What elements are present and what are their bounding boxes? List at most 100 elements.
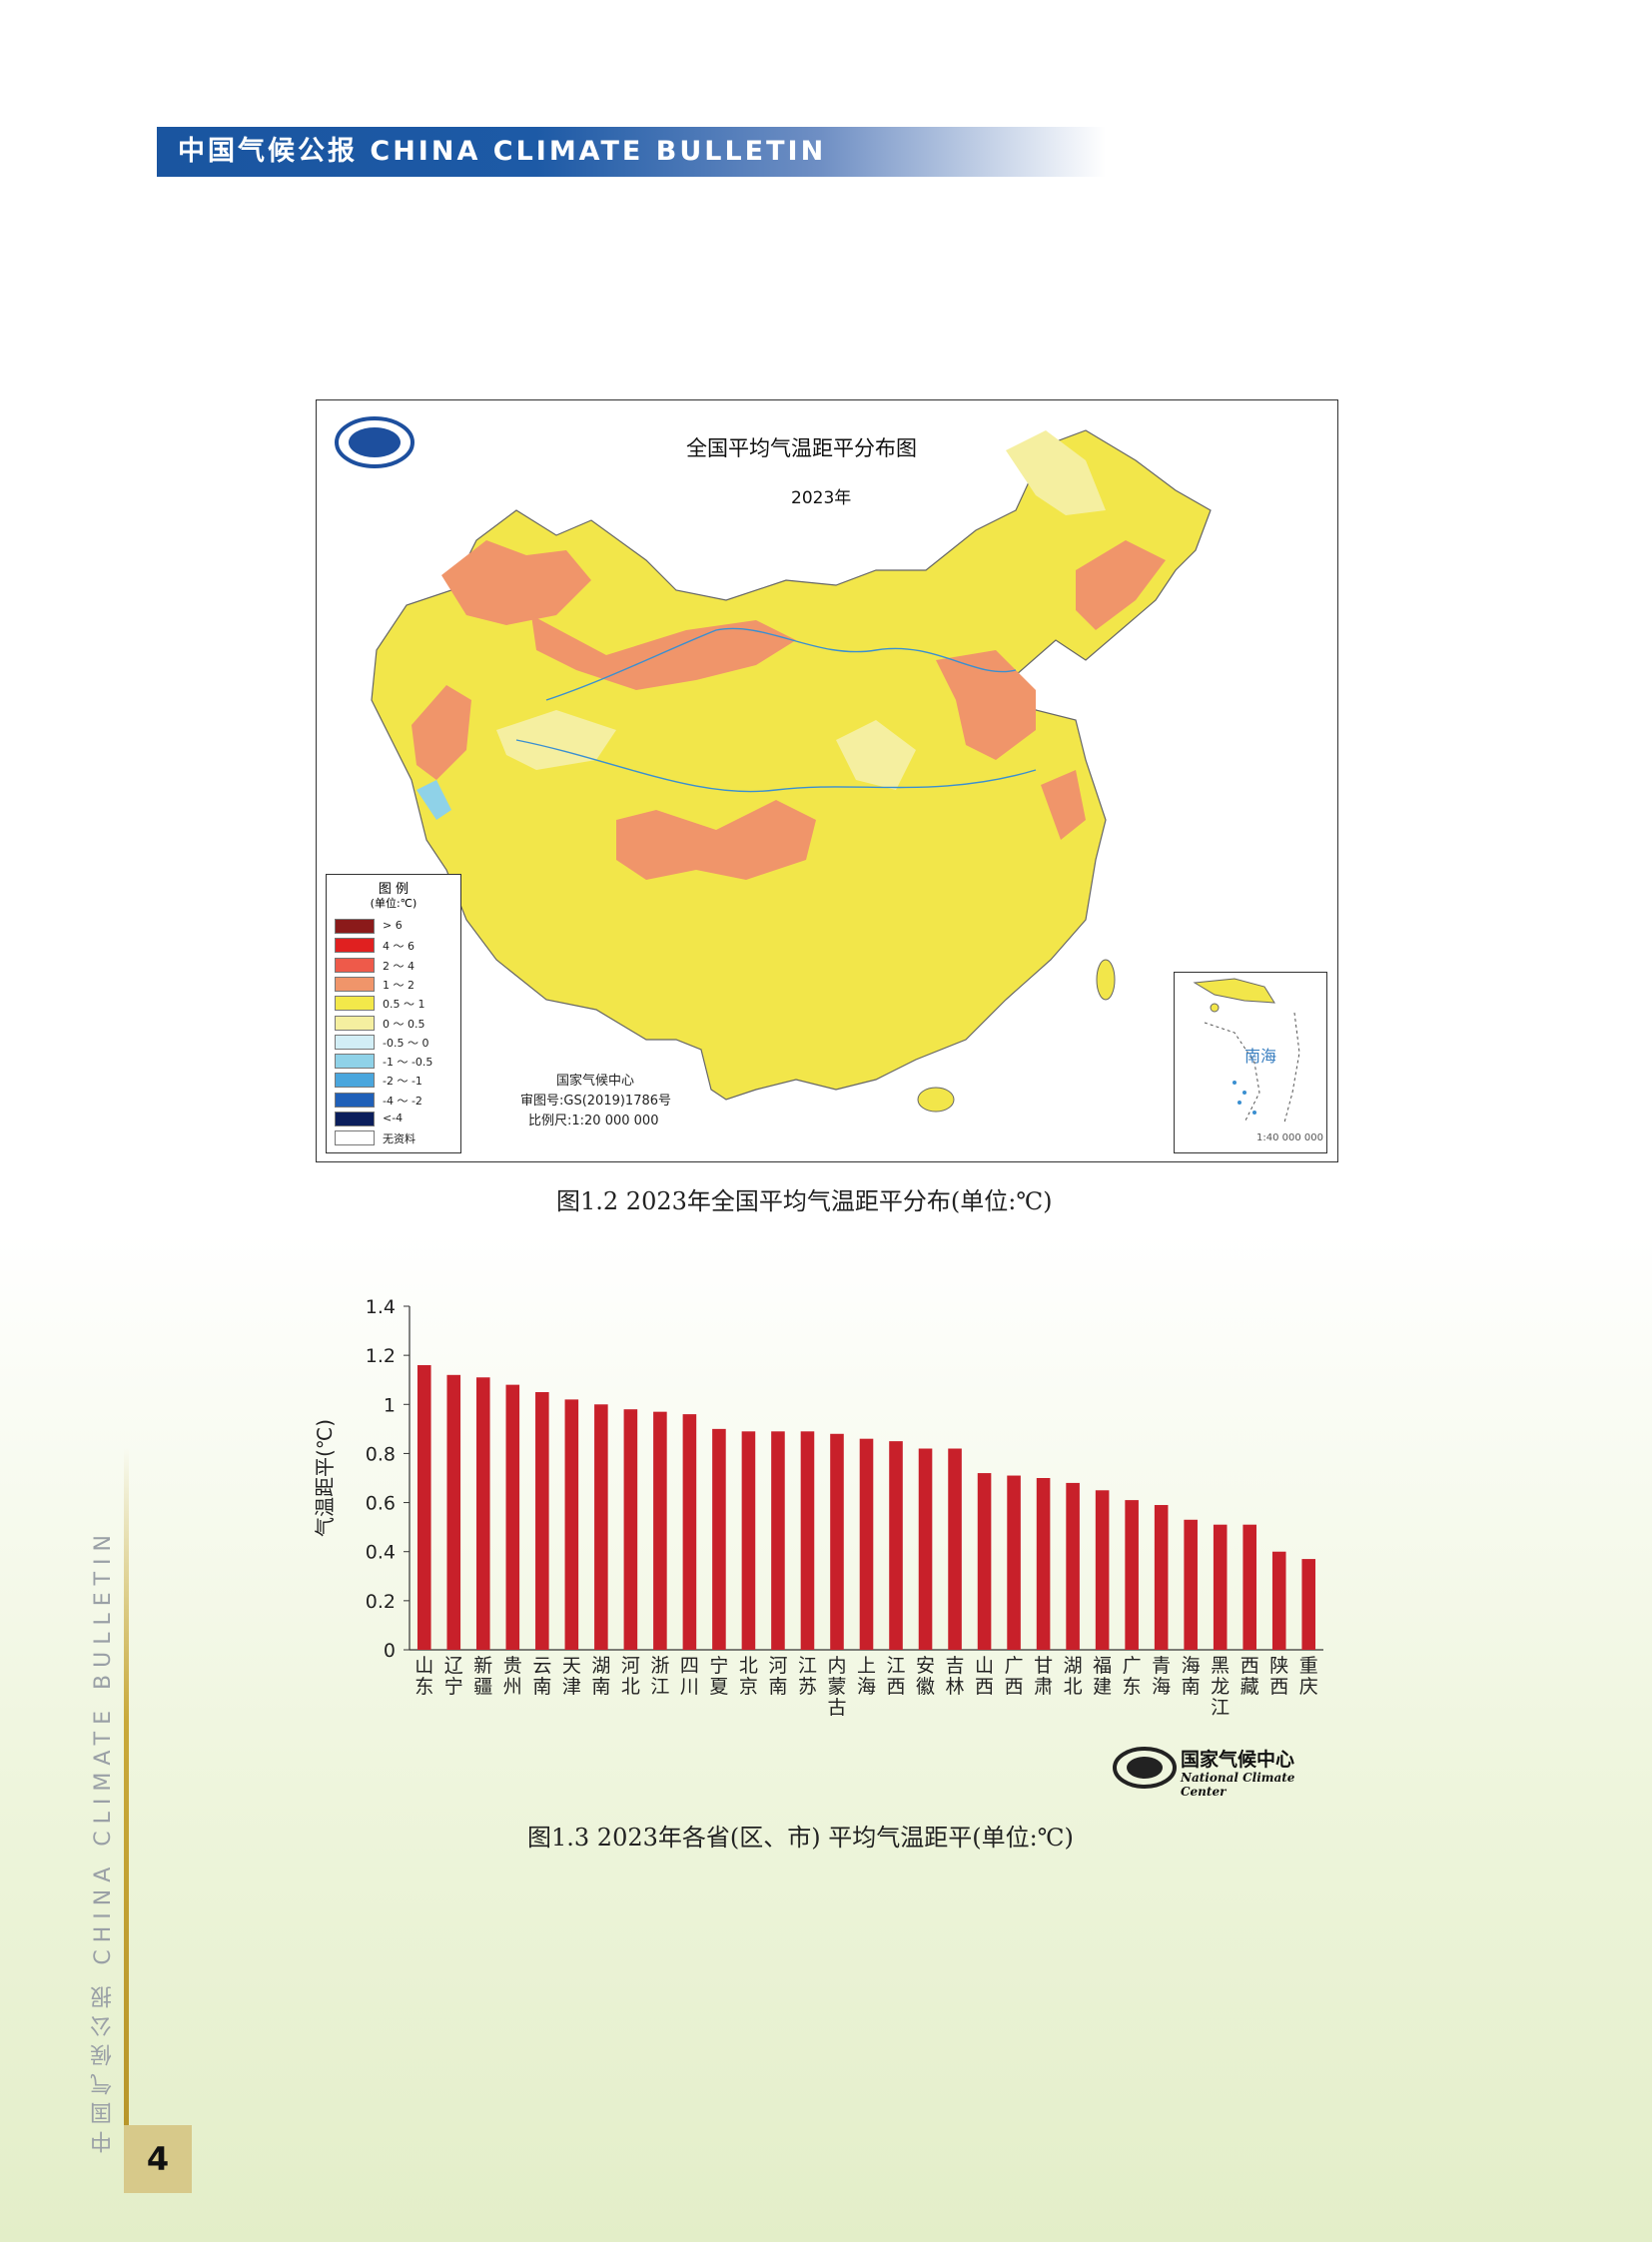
- bar: [1066, 1482, 1080, 1650]
- bar: [741, 1431, 756, 1650]
- x-tick-label: 青海: [1152, 1655, 1171, 1698]
- y-tick-label: 1: [384, 1394, 396, 1416]
- nmc-name-cn: 国家气候中心: [1181, 1749, 1295, 1771]
- y-tick-label: 0.8: [366, 1443, 396, 1465]
- x-tick-label: 海南: [1182, 1655, 1201, 1698]
- bar: [653, 1411, 667, 1650]
- china-landmass: [371, 429, 1212, 1101]
- x-tick-label: 浙江: [650, 1655, 669, 1698]
- y-tick-label: 0.6: [366, 1493, 396, 1515]
- bar: [830, 1433, 844, 1650]
- x-tick-label: 辽宁: [444, 1655, 463, 1698]
- map-year: 2023年: [791, 488, 852, 508]
- bar: [1301, 1559, 1316, 1650]
- side-rule: [124, 1448, 129, 2132]
- legend-swatch: [335, 1130, 375, 1146]
- x-tick-label: 贵州: [503, 1655, 522, 1698]
- legend-unit: (单位:℃): [370, 897, 417, 910]
- x-tick-label: 内蒙古: [827, 1655, 846, 1719]
- legend-swatch: [335, 938, 375, 954]
- legend-swatch: [335, 919, 375, 934]
- legend-label: 无资料: [383, 1132, 415, 1146]
- x-tick-label: 四川: [680, 1655, 699, 1698]
- legend-label: <-4: [383, 1112, 404, 1124]
- x-tick-label: 山西: [975, 1655, 994, 1698]
- y-axis-label: 气温距平(℃): [313, 1419, 337, 1537]
- bar: [1036, 1478, 1051, 1650]
- warm-region-xinjiang: [441, 540, 591, 625]
- y-tick-label: 0.2: [366, 1591, 396, 1613]
- header-title: 中国气候公报 CHINA CLIMATE BULLETIN: [178, 136, 827, 167]
- bar: [1095, 1490, 1110, 1650]
- legend-label: -1 ～ -0.5: [383, 1056, 433, 1070]
- inset-label: 南海: [1244, 1047, 1277, 1066]
- x-tick-label: 上海: [857, 1655, 876, 1698]
- legend-swatch: [335, 957, 375, 973]
- legend-label: 2 ～ 4: [383, 959, 414, 973]
- legend-label: 1 ～ 2: [383, 978, 414, 992]
- x-tick-label: 重庆: [1299, 1655, 1318, 1698]
- map-credit-org: 国家气候中心: [556, 1074, 635, 1089]
- y-tick-label: 0.4: [366, 1542, 396, 1564]
- x-tick-label: 河北: [621, 1655, 640, 1698]
- x-tick-label: 山东: [414, 1655, 433, 1698]
- x-tick-label: 北京: [739, 1655, 758, 1698]
- bar: [416, 1364, 431, 1650]
- bar: [800, 1431, 815, 1650]
- national-climate-center-logo: 国家气候中心 National Climate Center: [1109, 1743, 1338, 1799]
- bar: [1271, 1551, 1286, 1650]
- x-tick-label: 黑龙江: [1211, 1655, 1230, 1719]
- bar: [889, 1441, 903, 1650]
- legend-label: -2 ～ -1: [383, 1075, 422, 1089]
- bar-chart-svg: 00.20.40.60.811.21.4气温距平(℃)山东辽宁新疆贵州云南天津湖…: [313, 1296, 1323, 1719]
- bar: [623, 1409, 638, 1650]
- header-banner: [157, 127, 1106, 177]
- mild-region-central: [836, 720, 916, 790]
- legend-swatch: [335, 976, 375, 992]
- map-credit-approval: 审图号:GS(2019)1786号: [520, 1094, 672, 1109]
- bar: [948, 1448, 962, 1650]
- warm-region-coast: [1041, 770, 1086, 840]
- legend-swatch: [335, 1015, 375, 1031]
- map-credit-scale: 比例尺:1:20 000 000: [528, 1114, 659, 1128]
- x-tick-label: 云南: [532, 1655, 551, 1698]
- x-tick-label: 江西: [887, 1655, 906, 1698]
- yellow-river: [545, 627, 1017, 701]
- map-legend: 图 例 (单位:℃) > 6 4 ～ 6 2 ～ 4 1 ～ 2 0.5 ～ 1 0 ～ …: [326, 874, 461, 1153]
- x-tick-label: 福建: [1093, 1655, 1112, 1698]
- bar: [1242, 1524, 1256, 1650]
- south-china-sea-inset: 南海 1:40 000 000: [1174, 972, 1327, 1153]
- x-tick-label: 广西: [1005, 1655, 1024, 1698]
- x-tick-label: 湖南: [591, 1655, 610, 1698]
- x-tick-label: 广东: [1123, 1655, 1142, 1698]
- legend-swatch: [335, 996, 375, 1012]
- inset-scale: 1:40 000 000: [1256, 1132, 1323, 1143]
- warm-region-northeast: [1076, 540, 1166, 630]
- x-tick-label: 湖北: [1064, 1655, 1083, 1698]
- x-tick-label: 河南: [768, 1655, 787, 1698]
- page-number: 4: [124, 2125, 192, 2193]
- y-tick-label: 0: [384, 1640, 396, 1662]
- legend-title: 图 例: [378, 882, 410, 897]
- legend-swatch: [335, 1034, 375, 1050]
- legend-label: -4 ～ -2: [383, 1094, 422, 1108]
- inset-graphic: [1193, 978, 1300, 1123]
- bar: [1125, 1500, 1139, 1650]
- warm-region-south: [616, 800, 816, 880]
- legend-swatch: [335, 1054, 375, 1070]
- bar: [1184, 1519, 1198, 1650]
- bar: [446, 1374, 461, 1650]
- legend-swatch: [335, 1092, 375, 1108]
- map-caption: 图1.2 2023年全国平均气温距平分布(单位:℃): [556, 1187, 1053, 1215]
- mild-region-tibet: [496, 710, 616, 770]
- bar: [771, 1431, 785, 1650]
- legend-label: 0 ～ 0.5: [383, 1017, 425, 1031]
- province-anomaly-chart: 0 0.2 0.4 0.6 0.8 1 1.2 1.4 气温距平(℃) 山东 辽宁 新疆 贵州 云南 天津湖…: [300, 1288, 1338, 1758]
- nmc-name-en: National Climate Center: [1181, 1771, 1295, 1799]
- bar: [535, 1392, 549, 1650]
- warm-region-east: [936, 650, 1036, 760]
- x-tick-label: 天津: [562, 1655, 581, 1698]
- warm-region-west: [412, 685, 471, 780]
- legend-label: > 6: [383, 919, 403, 932]
- legend-swatch: [335, 1073, 375, 1089]
